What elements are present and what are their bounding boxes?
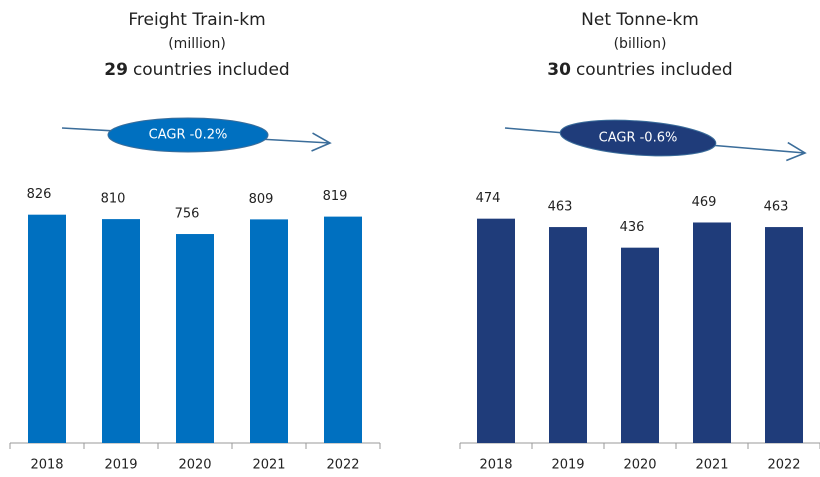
value-label: 819 xyxy=(323,189,348,204)
chart-subtitle: (billion) xyxy=(614,36,667,52)
annotation: CAGR -0.2% xyxy=(149,128,228,143)
bar xyxy=(765,227,803,443)
x-tick-label: 2018 xyxy=(30,458,63,473)
annotation: CAGR -0.6% xyxy=(599,131,678,146)
x-tick-label: 2022 xyxy=(326,458,359,473)
x-tick-label: 2022 xyxy=(767,458,800,473)
bar xyxy=(250,219,288,443)
bar xyxy=(693,222,731,443)
chart-title: Freight Train-km xyxy=(128,10,265,30)
value-label: 474 xyxy=(476,191,501,206)
value-label: 469 xyxy=(692,195,717,210)
chart-note: 29 countries included xyxy=(104,60,289,80)
x-tick-label: 2020 xyxy=(623,458,656,473)
chart-title: Net Tonne-km xyxy=(581,10,699,30)
bar xyxy=(621,247,659,443)
note-count: 30 xyxy=(547,60,571,80)
chart-subtitle: (million) xyxy=(168,36,226,52)
bar xyxy=(549,227,587,443)
bar xyxy=(102,219,140,443)
note-count: 29 xyxy=(104,60,128,80)
x-tick-label: 2019 xyxy=(551,458,584,473)
x-tick-label: 2020 xyxy=(178,458,211,473)
x-tick-label: 2021 xyxy=(252,458,285,473)
cagr-badge xyxy=(107,117,269,153)
bar xyxy=(28,214,66,443)
x-tick-label: 2019 xyxy=(104,458,137,473)
note-text: countries included xyxy=(133,60,290,80)
x-tick-label: 2021 xyxy=(695,458,728,473)
cagr-badge xyxy=(559,119,717,157)
note-text: countries included xyxy=(576,60,733,80)
bar xyxy=(176,234,214,443)
value-label: 756 xyxy=(175,207,200,222)
bar xyxy=(324,216,362,443)
value-label: 436 xyxy=(620,220,645,235)
value-label: 809 xyxy=(249,192,274,207)
x-tick-label: 2018 xyxy=(479,458,512,473)
value-label: 810 xyxy=(101,192,126,207)
value-label: 826 xyxy=(27,187,52,202)
value-label: 463 xyxy=(764,200,789,215)
value-label: 463 xyxy=(548,200,573,215)
chart-note: 30 countries included xyxy=(547,60,732,80)
bar xyxy=(477,218,515,443)
